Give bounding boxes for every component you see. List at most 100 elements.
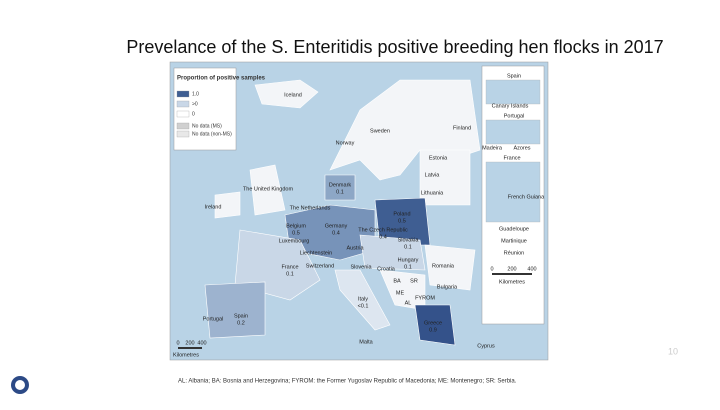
logo-inner <box>15 380 25 390</box>
iceland <box>254 79 319 109</box>
land <box>204 79 481 346</box>
inset-scale-bar: 0 200 400 Kilometres <box>490 266 536 285</box>
ireland <box>214 191 241 219</box>
inset-map <box>485 161 541 223</box>
legend-label: 0 <box>192 111 195 117</box>
country-name: Iceland <box>284 92 302 98</box>
central <box>359 234 426 271</box>
footnote: AL: Albania; BA: Bosnia and Herzegovina;… <box>178 379 517 385</box>
greece <box>414 304 456 346</box>
legend-label: No data (non-MS) <box>192 131 232 137</box>
country-name: Slovakia <box>398 237 420 243</box>
country-name: The United Kingdom <box>243 186 294 192</box>
country-name: Italy <box>358 296 368 302</box>
inset-label: Canary Islands <box>492 103 529 109</box>
legend-swatch <box>176 130 190 138</box>
scale-label: Kilometres <box>173 352 199 358</box>
scale-label: 200 <box>185 340 194 346</box>
country-name: Spain <box>234 313 248 319</box>
inset-scale-label: Kilometres <box>499 279 525 285</box>
country-name: Hungary <box>398 257 419 263</box>
inset-map <box>485 119 541 145</box>
romania-bulgaria <box>424 244 476 291</box>
inset-scale-rect <box>492 273 532 275</box>
insets: Spain Canary Islands Portugal Madeira Azores… <box>482 73 545 256</box>
country-value: 0.9 <box>429 327 437 333</box>
country-value: 0.2 <box>237 320 245 326</box>
inset-label: France <box>503 155 520 161</box>
country-value: 0.4 <box>332 230 340 236</box>
country-name: Portugal <box>203 316 224 322</box>
country-name: Greece <box>424 320 442 326</box>
country-name: Liechtenstein <box>300 250 332 256</box>
country-value: 0.5 <box>398 218 406 224</box>
country-name: FYROM <box>415 295 435 301</box>
scale-label: 400 <box>197 340 206 346</box>
legend-box <box>173 67 237 151</box>
legend-label: 1.0 <box>192 91 199 97</box>
country-name: AL <box>405 300 412 306</box>
scale-bar: 0 200 400 Kilometres <box>173 340 207 358</box>
country-name: Romania <box>432 263 455 269</box>
legend-swatch <box>176 122 190 130</box>
legend-items: 1.0 >0 0 No data (MS) No data (non-MS) <box>176 90 232 138</box>
inset-label: French Guiana <box>508 194 545 200</box>
legend-swatch <box>176 110 190 118</box>
country-name: Croatia <box>377 266 396 272</box>
country-value: 0.1 <box>404 244 412 250</box>
country-value: 0.1 <box>286 271 294 277</box>
legend-swatch <box>176 90 190 98</box>
iberia <box>204 281 266 339</box>
inset-map <box>485 79 541 105</box>
country-name: Norway <box>336 140 355 146</box>
country-name: Austria <box>346 245 364 251</box>
country-name: Cyprus <box>477 343 495 349</box>
country-name: Bulgaria <box>437 284 458 290</box>
inset-label: Madeira <box>482 145 503 151</box>
inset-scale-label: 200 <box>507 266 516 272</box>
inset-scale-label: 0 <box>490 266 493 272</box>
country-value: 0.4 <box>379 234 387 240</box>
inset-label: Martinique <box>501 238 527 244</box>
country-labels: Iceland Sweden Finland Norway Estonia Latvia L… <box>203 92 495 349</box>
inset-label: Azores <box>513 145 530 151</box>
country-name: BA <box>393 278 401 284</box>
legend-label: >0 <box>192 101 198 107</box>
country-value: 0.1 <box>336 189 344 195</box>
legend-swatch <box>176 100 190 108</box>
country-name: SR <box>410 278 418 284</box>
country-name: Sweden <box>370 128 390 134</box>
baltics <box>419 149 471 206</box>
country-name: The Czech Republic <box>358 227 408 233</box>
country-name: Germany <box>325 223 348 229</box>
inset-label: Réunion <box>504 250 525 256</box>
country-name: Malta <box>359 339 373 345</box>
country-name: Luxembourg <box>279 238 310 244</box>
country-name: Belgium <box>286 223 306 229</box>
country-name: ME <box>396 290 405 296</box>
inset-scale-label: 400 <box>527 266 536 272</box>
scale-bar-rect <box>178 347 202 349</box>
country-name: Latvia <box>425 172 441 178</box>
italy <box>334 269 391 331</box>
country-name: The Netherlands <box>290 205 331 211</box>
country-value: <0.1 <box>358 303 369 309</box>
legend-label: No data (MS) <box>192 123 222 129</box>
poland <box>374 197 431 246</box>
country-name: Lithuania <box>421 190 444 196</box>
country-name: Slovenia <box>350 264 372 270</box>
country-name: Denmark <box>329 182 352 188</box>
country-name: Switzerland <box>306 263 334 269</box>
country-name: Poland <box>393 211 410 217</box>
country-value: 0.5 <box>292 230 300 236</box>
uk <box>249 164 286 216</box>
country-name: Finland <box>453 125 471 131</box>
country-name: Estonia <box>429 155 448 161</box>
country-name: Ireland <box>205 204 222 210</box>
inset-label: Spain <box>507 73 521 79</box>
inset-label: Guadeloupe <box>499 226 529 232</box>
title: Prevelance of the S. Enteritidis positiv… <box>126 37 663 57</box>
page-number: 10 <box>668 346 678 356</box>
scale-label: 0 <box>176 340 179 346</box>
